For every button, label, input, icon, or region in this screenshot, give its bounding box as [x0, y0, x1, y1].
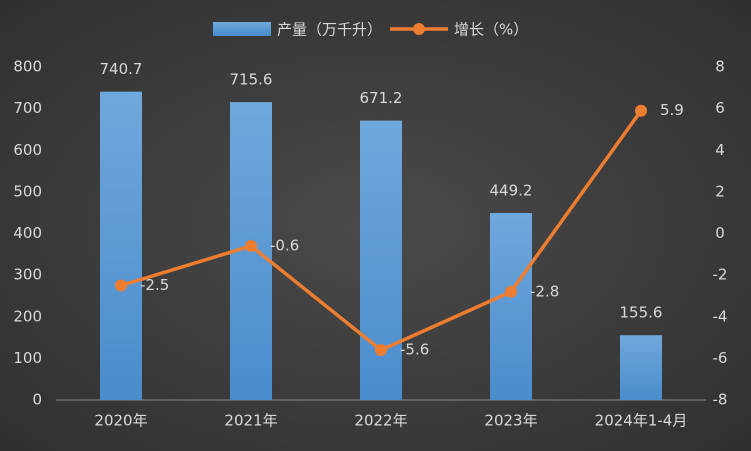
bar-value-label: 740.7: [100, 60, 143, 78]
x-tick-label: 2020年: [94, 412, 147, 430]
x-tick-label: 2024年1-4月: [595, 412, 688, 430]
y-tick-label: 0: [32, 391, 42, 409]
x-tick-label: 2022年: [354, 412, 407, 430]
y-tick-label: 500: [13, 182, 42, 200]
y2-tick-label: 6: [715, 99, 725, 117]
y-tick-label: 100: [13, 349, 42, 367]
y2-tick-label: 0: [715, 224, 725, 242]
legend-swatch: [413, 23, 426, 35]
bar: [100, 91, 142, 400]
line-value-label: 5.9: [660, 101, 684, 119]
legend-label: 增长（%）: [454, 21, 528, 39]
y2-tick-label: -8: [713, 391, 728, 409]
y-tick-label: 300: [13, 266, 42, 284]
bar: [360, 120, 402, 400]
y2-tick-label: 2: [715, 182, 725, 200]
line-marker: [635, 104, 647, 117]
y-tick-label: 600: [13, 141, 42, 159]
y-tick-label: 400: [13, 224, 42, 242]
y2-tick-label: 8: [715, 58, 725, 76]
line-marker: [505, 285, 517, 298]
y-tick-label: 200: [13, 307, 42, 325]
x-tick-label: 2023年: [484, 412, 537, 430]
y-tick-label: 700: [13, 99, 42, 117]
y2-tick-label: -4: [713, 307, 728, 325]
line-value-label: -5.6: [400, 341, 429, 359]
bar-value-label: 671.2: [360, 89, 403, 107]
line-marker: [115, 279, 127, 292]
y2-tick-label: 4: [715, 141, 725, 159]
legend-label: 产量（万千升）: [277, 21, 382, 39]
bar-value-label: 715.6: [230, 71, 273, 89]
bar: [490, 213, 532, 400]
x-tick-label: 2021年: [224, 412, 277, 430]
line-marker: [375, 344, 387, 357]
legend-swatch: [213, 22, 271, 36]
y2-tick-label: -2: [713, 266, 728, 284]
y-tick-label: 800: [13, 58, 42, 76]
bar-value-label: 155.6: [620, 304, 663, 322]
line-value-label: -0.6: [270, 236, 299, 254]
bar: [620, 335, 662, 400]
line-marker: [245, 239, 257, 252]
bar-value-label: 449.2: [490, 182, 533, 200]
y2-tick-label: -6: [713, 349, 728, 367]
line-value-label: -2.5: [140, 276, 169, 294]
line-value-label: -2.8: [530, 282, 559, 300]
